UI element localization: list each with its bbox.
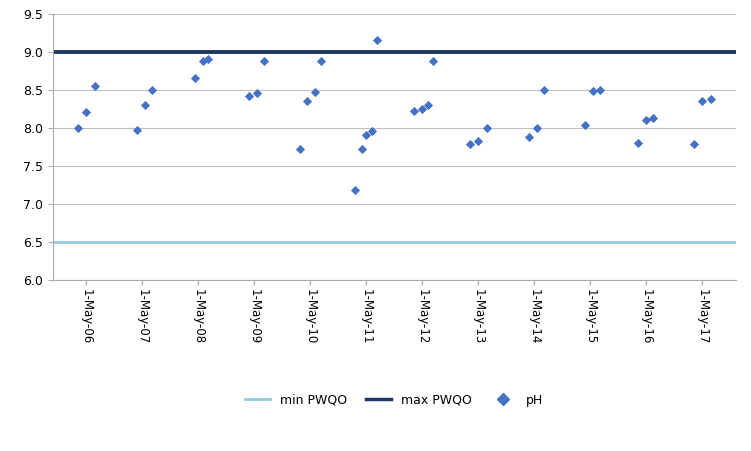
- Point: [427, 58, 439, 65]
- Point: [360, 132, 372, 139]
- Point: [408, 107, 420, 115]
- Point: [202, 55, 214, 63]
- Point: [538, 86, 550, 93]
- Point: [72, 124, 84, 131]
- Point: [641, 116, 653, 124]
- Point: [366, 128, 378, 135]
- Point: [251, 90, 263, 97]
- Point: [243, 92, 255, 99]
- Point: [481, 124, 493, 131]
- Point: [315, 57, 327, 64]
- Point: [696, 97, 708, 105]
- Point: [594, 86, 606, 93]
- Point: [647, 114, 659, 121]
- Legend: min PWQO, max PWQO, pH: min PWQO, max PWQO, pH: [240, 389, 548, 412]
- Point: [523, 133, 535, 140]
- Point: [688, 141, 700, 148]
- Point: [579, 122, 591, 129]
- Point: [472, 138, 484, 145]
- Point: [146, 86, 158, 93]
- Point: [309, 88, 321, 96]
- Point: [131, 126, 143, 133]
- Point: [301, 97, 313, 105]
- Point: [704, 95, 716, 102]
- Point: [372, 37, 384, 44]
- Point: [587, 87, 599, 95]
- Point: [139, 101, 151, 108]
- Point: [632, 139, 644, 147]
- Point: [416, 105, 428, 112]
- Point: [89, 82, 101, 89]
- Point: [422, 101, 434, 108]
- Point: [189, 74, 201, 82]
- Point: [349, 186, 361, 193]
- Point: [197, 58, 209, 65]
- Point: [294, 145, 306, 152]
- Point: [258, 57, 270, 64]
- Point: [356, 145, 368, 152]
- Point: [464, 141, 476, 148]
- Point: [531, 124, 543, 131]
- Point: [80, 109, 92, 116]
